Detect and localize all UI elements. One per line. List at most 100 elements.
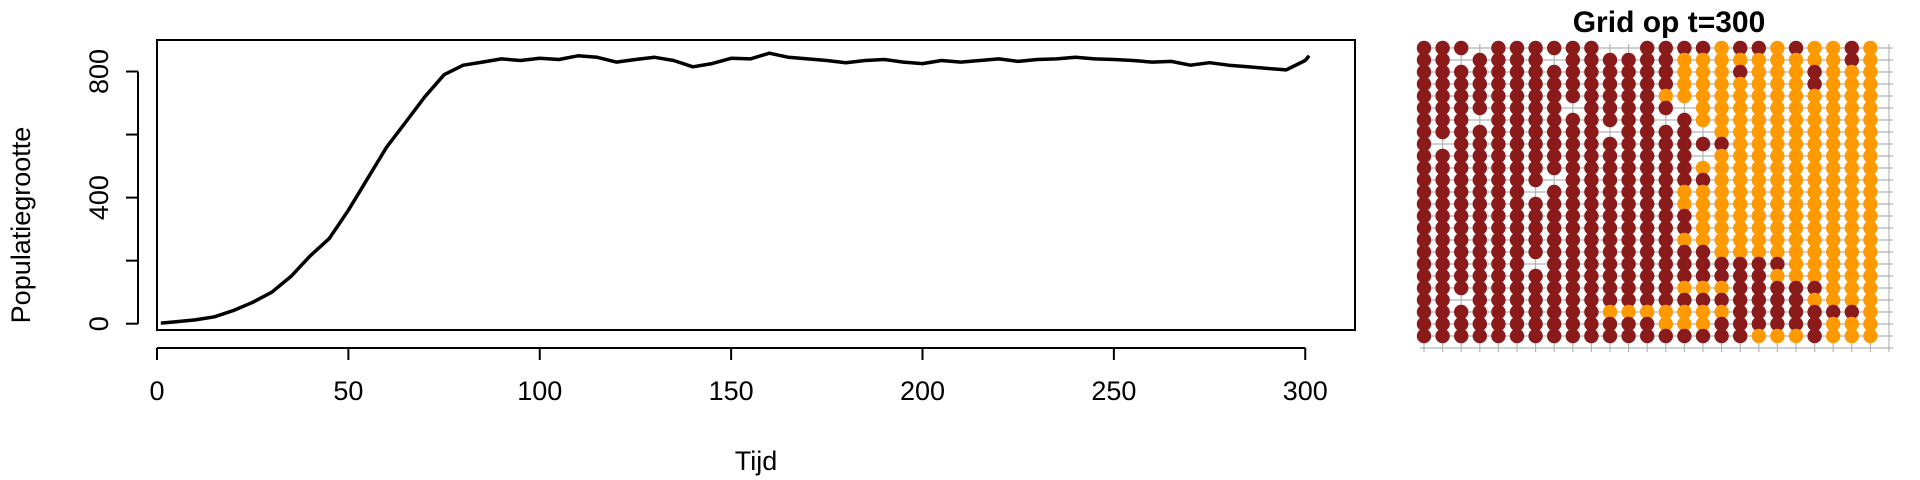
grid-cell-red	[1565, 88, 1581, 104]
grid-cell-red	[1621, 256, 1636, 272]
grid-cell-orange	[1770, 136, 1785, 152]
grid-cell-red	[1416, 280, 1432, 296]
grid-cell-red	[1677, 244, 1692, 260]
grid-cell-red	[1435, 172, 1450, 188]
grid-cell-red	[1472, 100, 1488, 116]
grid-cell-red	[1528, 316, 1543, 332]
grid-cell-orange	[1695, 52, 1711, 68]
grid-cell-red	[1472, 64, 1488, 80]
grid-cell-orange	[1826, 52, 1841, 68]
grid-cell-red	[1602, 64, 1618, 80]
grid-cell-orange	[1751, 100, 1767, 116]
grid-cell-red	[1547, 328, 1562, 344]
grid-cell-red	[1472, 304, 1488, 320]
grid-cell-orange	[1733, 76, 1748, 92]
grid-cell-orange	[1863, 172, 1878, 188]
grid-cell-orange	[1844, 100, 1860, 116]
grid-cell-red	[1509, 220, 1525, 236]
grid-cell-orange	[1807, 292, 1822, 308]
grid-cell-red	[1565, 148, 1581, 164]
grid-cell-orange	[1751, 64, 1767, 80]
grid-cell-red	[1602, 280, 1618, 296]
grid-cell-red	[1472, 244, 1488, 260]
grid-cell-orange	[1826, 244, 1841, 260]
grid-cell-red	[1658, 64, 1674, 80]
grid-cell-red	[1658, 244, 1674, 260]
grid-cell-red	[1584, 124, 1599, 140]
grid-cell-orange	[1751, 136, 1767, 152]
grid-cell-red	[1788, 40, 1804, 56]
grid-chart: Grid op t=300	[1416, 6, 1893, 352]
grid-cell-orange	[1863, 292, 1878, 308]
grid-cell-red	[1528, 208, 1543, 224]
grid-cell-orange	[1807, 172, 1822, 188]
grid-cell-orange	[1751, 124, 1767, 140]
grid-cell-orange	[1751, 76, 1767, 92]
grid-cell-red	[1435, 232, 1450, 248]
grid-cell-red	[1547, 256, 1562, 272]
grid-cell-orange	[1863, 268, 1878, 284]
grid-cell-red	[1602, 208, 1618, 224]
y-axis: 0 400 800	[84, 49, 139, 331]
grid-cell-red	[1677, 208, 1692, 224]
grid-cell-red	[1770, 256, 1785, 272]
grid-cell-red	[1454, 184, 1469, 200]
grid-cell-orange	[1714, 40, 1729, 56]
grid-cell-red	[1658, 220, 1674, 236]
grid-cell-red	[1472, 316, 1488, 332]
grid-cell-red	[1454, 328, 1469, 344]
grid-cell-orange	[1788, 64, 1804, 80]
grid-cell-red	[1472, 256, 1488, 272]
grid-cell-red	[1528, 100, 1543, 116]
grid-cell-red	[1640, 316, 1655, 332]
grid-cell-red	[1640, 40, 1655, 56]
grid-cell-orange	[1807, 244, 1822, 260]
grid-cell-red	[1565, 136, 1581, 152]
grid-cell-orange	[1826, 232, 1841, 248]
grid-cell-red	[1472, 280, 1488, 296]
grid-cell-orange	[1807, 160, 1822, 176]
x-tick-label: 150	[709, 376, 754, 406]
grid-cell-red	[1640, 256, 1655, 272]
grid-cell-orange	[1863, 184, 1878, 200]
grid-cell-red	[1695, 40, 1711, 56]
grid-cell-orange	[1844, 184, 1860, 200]
grid-cell-orange	[1863, 148, 1878, 164]
grid-cell-red	[1547, 244, 1562, 260]
grid-cell-red	[1454, 268, 1469, 284]
grid-cell-orange	[1807, 148, 1822, 164]
grid-cell-red	[1584, 316, 1599, 332]
grid-cell-red	[1547, 196, 1562, 212]
grid-cell-orange	[1733, 160, 1748, 176]
grid-cell-orange	[1863, 64, 1878, 80]
grid-cell-orange	[1733, 244, 1748, 260]
grid-cell-red	[1454, 280, 1469, 296]
x-tick-label: 50	[333, 376, 363, 406]
grid-cell-orange	[1677, 280, 1692, 296]
grid-cell-orange	[1863, 196, 1878, 212]
grid-cell-red	[1454, 304, 1469, 320]
grid-cell-red	[1528, 64, 1543, 80]
grid-cell-orange	[1695, 280, 1711, 296]
grid-cell-red	[1602, 232, 1618, 248]
grid-cell-red	[1844, 52, 1860, 68]
grid-cell-red	[1640, 100, 1655, 116]
grid-cell-red	[1770, 316, 1785, 332]
grid-cell-red	[1807, 76, 1822, 92]
grid-cell-red	[1714, 136, 1729, 152]
grid-cell-red	[1528, 268, 1543, 284]
grid-cell-orange	[1844, 172, 1860, 188]
grid-cell-red	[1677, 124, 1692, 140]
grid-cell-red	[1509, 100, 1525, 116]
grid-cell-red	[1547, 112, 1562, 128]
grid-cell-orange	[1695, 100, 1711, 116]
grid-cell-orange	[1863, 232, 1878, 248]
grid-cell-orange	[1788, 52, 1804, 68]
grid-cell-red	[1509, 268, 1525, 284]
grid-cell-red	[1528, 76, 1543, 92]
grid-cell-red	[1640, 136, 1655, 152]
grid-cell-orange	[1807, 124, 1822, 140]
grid-cell-orange	[1714, 184, 1729, 200]
grid-cell-orange	[1733, 232, 1748, 248]
grid-cell-red	[1584, 76, 1599, 92]
